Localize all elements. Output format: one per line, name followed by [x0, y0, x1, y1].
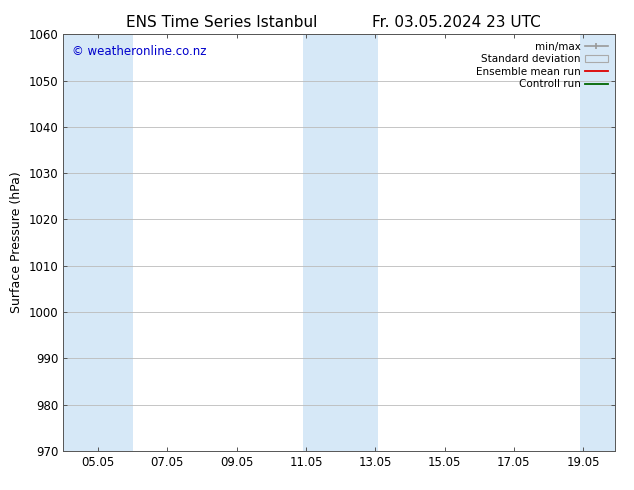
Legend: min/max, Standard deviation, Ensemble mean run, Controll run: min/max, Standard deviation, Ensemble me…	[472, 37, 612, 94]
Bar	[63, 34, 133, 451]
Y-axis label: Surface Pressure (hPa): Surface Pressure (hPa)	[10, 172, 23, 314]
Text: © weatheronline.co.nz: © weatheronline.co.nz	[72, 45, 206, 58]
Bar	[303, 34, 378, 451]
Bar	[580, 34, 615, 451]
Text: ENS Time Series Istanbul: ENS Time Series Istanbul	[126, 15, 318, 30]
Text: Fr. 03.05.2024 23 UTC: Fr. 03.05.2024 23 UTC	[372, 15, 541, 30]
